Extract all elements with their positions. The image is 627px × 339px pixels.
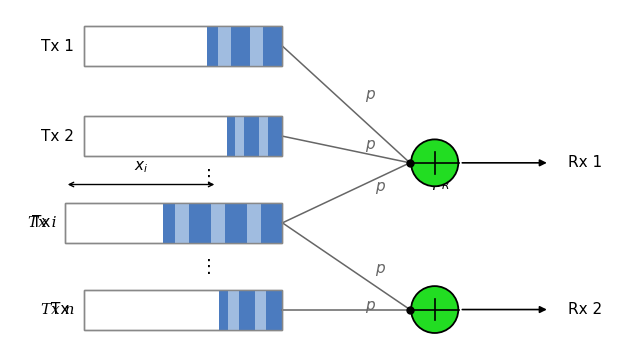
Ellipse shape [411, 139, 458, 186]
Text: Tx 2: Tx 2 [41, 129, 74, 144]
Text: Tx n: Tx n [41, 302, 75, 317]
Text: Tx i: Tx i [28, 216, 56, 230]
Text: $p$: $p$ [366, 138, 377, 154]
Bar [218, 26, 231, 66]
Text: $p$: $p$ [366, 299, 377, 315]
Bar [207, 26, 282, 66]
Text: $p$: $p$ [375, 262, 386, 278]
Text: $p_R$: $p_R$ [432, 176, 450, 192]
Text: Rx 1: Rx 1 [568, 155, 603, 170]
Bar [65, 203, 282, 243]
Bar [234, 116, 245, 156]
Bar [246, 203, 261, 243]
Bar [83, 26, 282, 66]
Bar [83, 26, 282, 66]
Bar [83, 116, 282, 156]
Text: Tx: Tx [33, 215, 56, 231]
Text: Rx 2: Rx 2 [568, 302, 603, 317]
Text: $p$: $p$ [375, 180, 386, 196]
Text: $x_i$: $x_i$ [134, 159, 148, 175]
Bar [163, 203, 282, 243]
Text: $\vdots$: $\vdots$ [199, 167, 211, 186]
Bar [250, 26, 263, 66]
Bar [175, 203, 189, 243]
Bar [228, 290, 239, 330]
Text: $\vdots$: $\vdots$ [199, 257, 211, 276]
Text: $p$: $p$ [366, 88, 377, 104]
Text: Tx: Tx [51, 302, 74, 317]
Bar [83, 290, 282, 330]
Bar [255, 290, 266, 330]
Bar [219, 290, 282, 330]
Ellipse shape [411, 286, 458, 333]
Bar [83, 116, 282, 156]
Bar [227, 116, 282, 156]
Text: Tx 1: Tx 1 [41, 39, 74, 54]
Bar [83, 290, 282, 330]
Bar [211, 203, 225, 243]
Bar [65, 203, 282, 243]
Bar [258, 116, 268, 156]
